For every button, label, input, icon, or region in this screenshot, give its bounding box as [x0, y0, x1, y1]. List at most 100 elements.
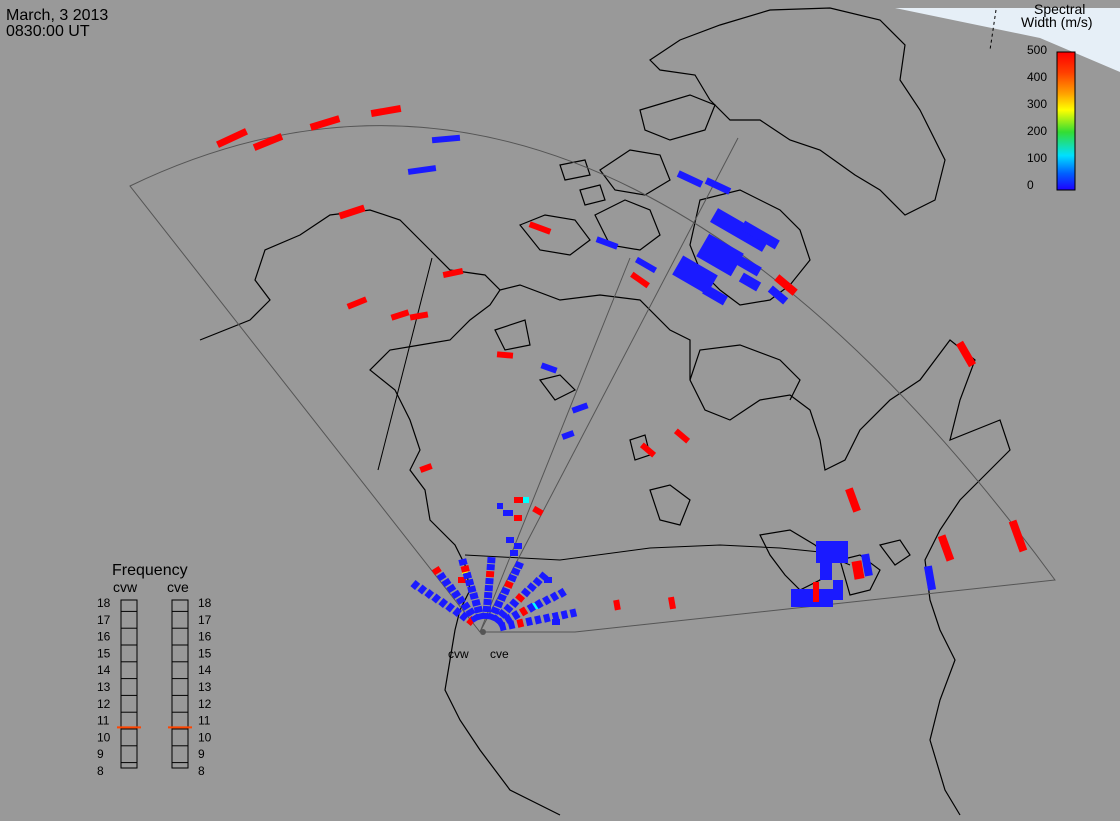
data-cell — [410, 580, 421, 590]
data-cell — [704, 177, 732, 195]
data-cell — [696, 233, 744, 277]
data-cell — [538, 571, 549, 582]
data-cell — [431, 565, 442, 576]
data-cell — [551, 611, 560, 622]
frequency-level-label-left: 18 — [97, 596, 111, 610]
data-cell — [956, 340, 976, 368]
data-cell — [455, 595, 466, 605]
data-cell — [515, 592, 526, 603]
colorbar-tick-label: 500 — [1027, 43, 1047, 57]
data-cell — [845, 487, 861, 513]
data-cell — [816, 541, 848, 563]
data-cell — [791, 589, 833, 607]
data-cell — [510, 567, 521, 576]
data-cell — [370, 104, 402, 118]
data-cell — [460, 601, 471, 611]
data-cell — [630, 271, 650, 289]
data-cell — [390, 309, 410, 321]
frequency-level-label-right: 9 — [198, 747, 205, 761]
data-cell — [485, 577, 494, 585]
date-label: March, 3 2013 — [6, 7, 109, 24]
data-cell — [1008, 519, 1028, 553]
data-cell — [496, 351, 514, 359]
data-cell — [497, 503, 503, 509]
data-cell — [503, 603, 514, 614]
data-cell — [532, 576, 543, 587]
data-cell — [722, 247, 762, 277]
frequency-level-label-right: 10 — [198, 730, 212, 744]
colorbar-tick-label: 200 — [1027, 124, 1047, 138]
data-cell — [417, 584, 428, 595]
data-cell — [252, 133, 284, 151]
data-cells — [216, 104, 1028, 632]
data-cell — [557, 587, 567, 598]
timestamp: March, 3 2013 0830:00 UT — [6, 8, 108, 40]
data-cell — [462, 571, 472, 580]
data-cell — [851, 560, 865, 580]
colorbar-title-line2: Width (m/s) — [1021, 14, 1093, 30]
data-cell — [458, 577, 466, 583]
data-cell — [446, 583, 457, 594]
data-cell — [471, 598, 481, 607]
data-cell — [309, 115, 341, 131]
data-cell — [569, 608, 578, 618]
data-cell — [740, 220, 780, 250]
frequency-level-label-left: 16 — [97, 630, 111, 644]
data-cell — [507, 620, 516, 630]
frequency-level-label-left: 10 — [97, 730, 111, 744]
radar-site-marker — [480, 629, 486, 635]
frequency-level-label-right: 16 — [198, 630, 212, 644]
frequency-level-label-right: 15 — [198, 646, 212, 660]
frequency-level-label-right: 8 — [198, 764, 205, 778]
data-cell — [486, 563, 495, 571]
data-cell — [561, 430, 575, 440]
frequency-level-label-right: 12 — [198, 697, 212, 711]
data-cell — [710, 208, 770, 252]
colorbar: Spectral Width (m/s) 500 400 300 200 100 0 — [1021, 1, 1093, 192]
data-cell — [409, 311, 429, 321]
time-label: 0830:00 UT — [6, 23, 90, 40]
data-cell — [560, 610, 569, 620]
colorbar-gradient — [1056, 51, 1076, 191]
data-cell — [452, 607, 462, 617]
data-cell — [464, 578, 475, 587]
frequency-title: Frequency — [112, 562, 188, 579]
frequency-level-label-left: 11 — [97, 714, 110, 728]
data-cell — [441, 577, 452, 588]
data-cell — [490, 606, 501, 615]
data-cell — [493, 599, 504, 609]
data-cell — [497, 593, 507, 602]
data-cell — [672, 255, 718, 295]
data-cell — [528, 221, 552, 235]
data-cell — [861, 553, 873, 577]
data-cell — [460, 564, 470, 573]
data-cell — [702, 284, 728, 306]
frequency-level-label-right: 14 — [198, 663, 212, 677]
data-cell — [526, 602, 536, 613]
frequency-level-label-right: 18 — [198, 596, 212, 610]
data-cell — [424, 589, 435, 599]
data-cell — [516, 618, 525, 628]
colorbar-tick-label: 100 — [1027, 151, 1047, 165]
data-cell — [595, 236, 619, 250]
data-cell — [514, 560, 524, 570]
data-cell — [532, 505, 544, 517]
data-cell — [436, 571, 447, 582]
data-cell — [469, 592, 479, 600]
frequency-level-label-left: 13 — [97, 680, 111, 694]
data-cell — [767, 285, 789, 305]
data-cell — [820, 560, 832, 580]
frequency-level-label-left: 15 — [97, 646, 111, 660]
data-cell — [514, 543, 522, 549]
data-cell — [676, 170, 704, 188]
data-cell — [419, 463, 433, 473]
frequency-level-label-left: 9 — [97, 747, 104, 761]
data-cell — [526, 582, 537, 592]
data-cell — [482, 605, 492, 613]
data-cell — [542, 595, 552, 606]
frequency-column-cvw — [120, 599, 138, 769]
data-cell — [507, 573, 518, 583]
colorbar-tick-label: 400 — [1027, 70, 1047, 84]
political-borders — [377, 257, 851, 566]
frequency-level-label-left: 17 — [97, 613, 111, 627]
